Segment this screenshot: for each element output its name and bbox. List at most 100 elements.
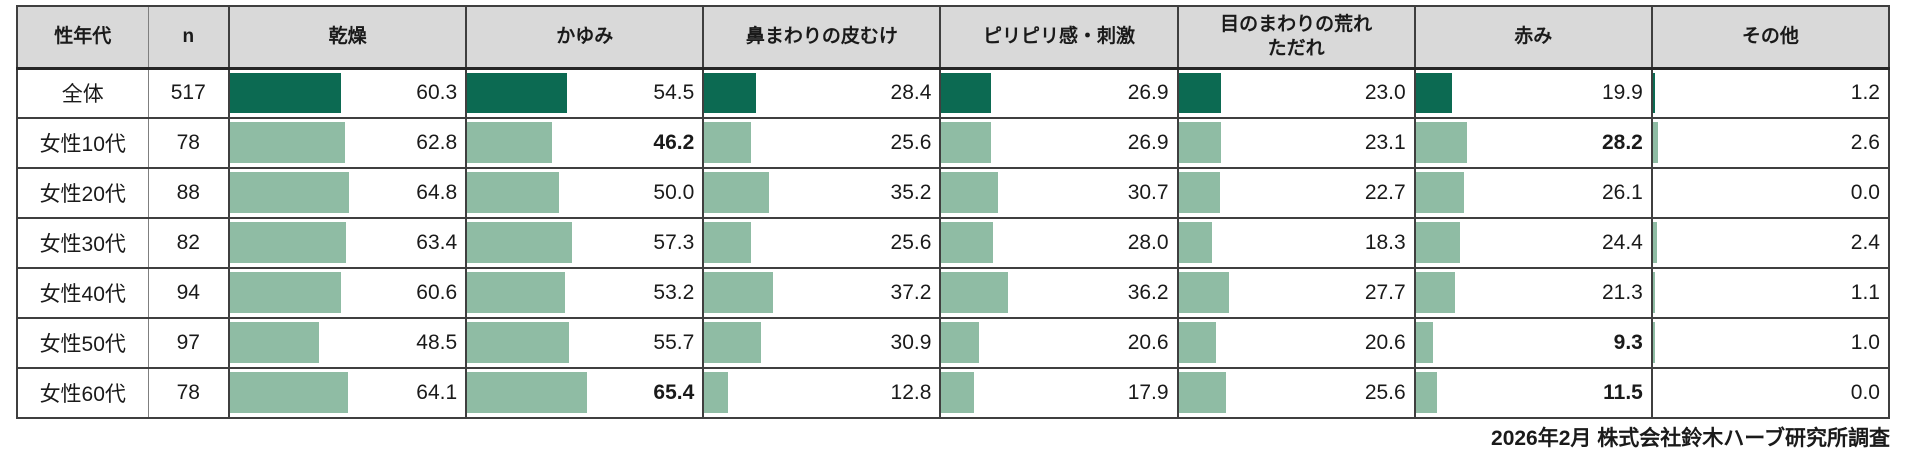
data-bar xyxy=(1653,122,1658,163)
value-cell: 37.2 xyxy=(702,267,942,319)
value-text: 17.9 xyxy=(1127,381,1169,404)
data-bar xyxy=(705,122,752,163)
value-cell: 23.0 xyxy=(1176,67,1416,119)
row-label: 全体 xyxy=(16,67,149,119)
data-bar xyxy=(1416,72,1453,113)
value-text: 30.7 xyxy=(1127,181,1169,204)
value-text: 26.9 xyxy=(1127,81,1169,105)
value-cell: 12.8 xyxy=(702,367,942,419)
table-row: 女性60代 78 64.1 65.4 12.8 17.9 25.6 11.5 0.0 xyxy=(16,367,1891,419)
value-cell: 26.9 xyxy=(939,67,1179,119)
value-text: 54.5 xyxy=(653,81,695,105)
data-bar xyxy=(1416,322,1433,363)
value-text: 20.6 xyxy=(1364,331,1406,354)
value-text: 0.0 xyxy=(1850,381,1880,404)
value-cell: 17.9 xyxy=(939,367,1179,419)
value-text: 20.6 xyxy=(1127,331,1169,354)
value-text: 60.3 xyxy=(416,81,458,105)
data-bar xyxy=(231,272,342,313)
data-bar xyxy=(942,122,991,163)
value-cell: 48.5 xyxy=(227,317,468,369)
data-bar xyxy=(1179,372,1226,413)
table-header-row: 性年代 n 乾燥 かゆみ 鼻まわりの皮むけ ピリピリ感・刺激 目のまわりの荒れ ただれ 赤みそ… xyxy=(16,5,1891,70)
value-cell: 53.2 xyxy=(465,267,705,319)
data-bar xyxy=(705,222,752,263)
column-header: ピリピリ感・刺激 xyxy=(939,5,1179,70)
row-label: 女性10代 xyxy=(16,117,149,169)
data-bar xyxy=(1179,222,1213,263)
data-bar xyxy=(1179,172,1221,213)
value-text: 24.4 xyxy=(1601,231,1643,254)
value-cell: 11.5 xyxy=(1413,367,1653,419)
row-label: 女性20代 xyxy=(16,167,149,219)
value-text: 27.7 xyxy=(1364,281,1406,304)
table-header: 性年代 n 乾燥 かゆみ 鼻まわりの皮むけ ピリピリ感・刺激 目のまわりの荒れ ただれ 赤みそ… xyxy=(16,5,1891,70)
row-sample-size: 78 xyxy=(147,367,230,419)
column-header: 性年代 xyxy=(16,5,149,70)
value-cell: 23.1 xyxy=(1176,117,1416,169)
value-text: 46.2 xyxy=(653,131,695,154)
value-cell: 46.2 xyxy=(465,117,705,169)
value-cell: 60.3 xyxy=(227,67,468,119)
value-cell: 26.1 xyxy=(1413,167,1653,219)
value-cell: 50.0 xyxy=(465,167,705,219)
value-text: 30.9 xyxy=(890,331,932,354)
survey-table-container: 性年代 n 乾燥 かゆみ 鼻まわりの皮むけ ピリピリ感・刺激 目のまわりの荒れ ただれ 赤みそ… xyxy=(16,5,1891,419)
data-bar xyxy=(942,72,991,113)
data-bar xyxy=(942,172,998,213)
data-bar xyxy=(1653,72,1656,113)
value-text: 62.8 xyxy=(416,131,458,154)
survey-table: 性年代 n 乾燥 かゆみ 鼻まわりの皮むけ ピリピリ感・刺激 目のまわりの荒れ ただれ 赤みそ… xyxy=(16,5,1891,419)
value-text: 2.4 xyxy=(1850,231,1880,254)
value-text: 26.9 xyxy=(1127,131,1169,154)
value-cell: 36.2 xyxy=(939,267,1179,319)
value-text: 23.1 xyxy=(1364,131,1406,154)
value-cell: 64.8 xyxy=(227,167,468,219)
value-text: 36.2 xyxy=(1127,281,1169,304)
value-cell: 20.6 xyxy=(1176,317,1416,369)
data-bar xyxy=(231,222,347,263)
data-bar xyxy=(942,322,980,363)
data-bar xyxy=(1416,222,1461,263)
value-text: 19.9 xyxy=(1601,81,1643,105)
value-cell: 24.4 xyxy=(1413,217,1653,269)
data-bar xyxy=(1179,272,1230,313)
value-cell: 1.0 xyxy=(1650,317,1891,369)
value-cell: 60.6 xyxy=(227,267,468,319)
data-bar xyxy=(1179,72,1221,113)
value-cell: 57.3 xyxy=(465,217,705,269)
data-bar xyxy=(1416,172,1464,213)
value-text: 2.6 xyxy=(1850,131,1880,154)
column-header: 目のまわりの荒れ ただれ xyxy=(1176,5,1416,70)
value-cell: 65.4 xyxy=(465,367,705,419)
value-cell: 21.3 xyxy=(1413,267,1653,319)
value-cell: 63.4 xyxy=(227,217,468,269)
table-body: 全体 517 60.3 54.5 28.4 26.9 23.0 19.9 1.2 女性10代 78 6… xyxy=(16,67,1891,419)
data-bar xyxy=(1653,222,1658,263)
value-cell: 64.1 xyxy=(227,367,468,419)
value-text: 0.0 xyxy=(1850,181,1880,204)
value-cell: 1.1 xyxy=(1650,267,1891,319)
value-text: 1.2 xyxy=(1850,81,1880,105)
column-header: 赤み xyxy=(1413,5,1653,70)
row-sample-size: 82 xyxy=(147,217,230,269)
value-text: 63.4 xyxy=(416,231,458,254)
value-text: 11.5 xyxy=(1603,381,1643,404)
row-sample-size: 78 xyxy=(147,117,230,169)
value-text: 50.0 xyxy=(653,181,695,204)
value-cell: 28.0 xyxy=(939,217,1179,269)
row-label: 女性40代 xyxy=(16,267,149,319)
value-cell: 19.9 xyxy=(1413,67,1653,119)
value-text: 28.2 xyxy=(1601,131,1643,154)
table-row: 女性20代 88 64.8 50.0 35.2 30.7 22.7 26.1 0.0 xyxy=(16,167,1891,219)
row-label: 女性50代 xyxy=(16,317,149,369)
value-cell: 25.6 xyxy=(702,217,942,269)
column-header: その他 xyxy=(1650,5,1891,70)
data-bar xyxy=(1179,122,1221,163)
value-cell: 22.7 xyxy=(1176,167,1416,219)
row-sample-size: 517 xyxy=(147,67,230,119)
data-bar xyxy=(468,172,559,213)
value-text: 25.6 xyxy=(1364,381,1406,404)
data-bar xyxy=(705,172,769,213)
data-bar xyxy=(942,372,975,413)
